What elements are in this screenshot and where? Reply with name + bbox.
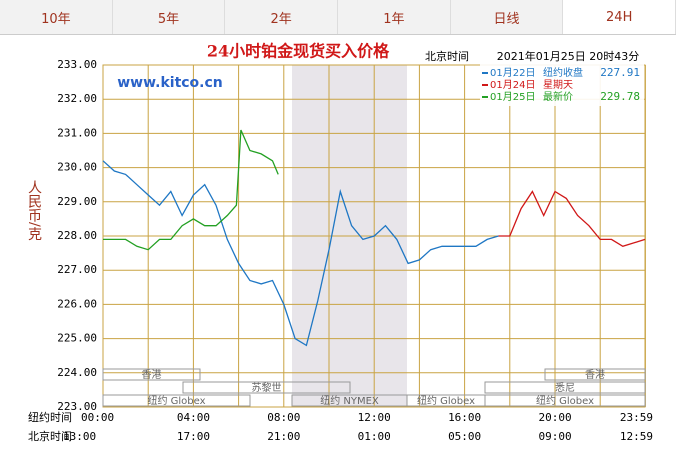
x2-tick-label: 09:00 <box>538 430 571 443</box>
series-line <box>498 190 646 248</box>
x2-tick-label: 21:00 <box>267 430 300 443</box>
session-label: 苏黎世 <box>252 381 282 394</box>
y-tick-label: 223.00 <box>57 400 97 413</box>
x2-tick-label: 12:59 <box>620 430 653 443</box>
legend-name: 01月25日 <box>490 91 535 103</box>
tab[interactable]: 24H <box>563 0 676 34</box>
tab-bar: 10年 5年 2年 1年 日线 24H <box>0 0 676 35</box>
session-bar <box>484 394 646 407</box>
watermark: www.kitco.cn <box>117 75 223 91</box>
session-bar <box>182 381 351 394</box>
legend-box <box>480 64 644 106</box>
x2-tick-label: 01:00 <box>358 430 391 443</box>
tab[interactable]: 5年 <box>112 0 226 34</box>
session-label: 纽约 Globex <box>536 394 594 407</box>
legend-name: 01月24日 <box>490 79 535 91</box>
legend-note: 纽约收盘 <box>543 66 583 79</box>
session-label: 悉尼 <box>555 382 575 394</box>
y-tick-label: 227.00 <box>57 263 97 276</box>
time-zone-label: 北京时间 <box>425 49 469 63</box>
session-bar <box>102 394 251 407</box>
legend-value: 227.91 <box>600 66 640 79</box>
x-tick-label: 12:00 <box>358 411 391 424</box>
y-tick-label: 230.00 <box>57 161 97 174</box>
session-label: 纽约 NYMEX <box>320 394 379 407</box>
x2-tick-label: 13:00 <box>63 430 96 443</box>
y-tick-label: 232.00 <box>57 92 97 105</box>
x-tick-label: 16:00 <box>448 411 481 424</box>
x-row-label: 北京时间 <box>28 429 72 443</box>
tab[interactable]: 2年 <box>225 0 339 34</box>
chart-title: 24小时铂金现货买入价格 <box>207 42 390 61</box>
session-bar <box>102 368 201 381</box>
timestamp: 2021年01月25日 20时43分 <box>497 49 639 63</box>
y-tick-label: 224.00 <box>57 366 97 379</box>
series-line <box>102 160 499 347</box>
session-label: 香港 <box>142 369 162 381</box>
series-line <box>103 129 279 251</box>
x-tick-label: 04:00 <box>177 411 210 424</box>
x2-tick-label: 05:00 <box>448 430 481 443</box>
tab[interactable]: 1年 <box>338 0 451 34</box>
y-tick-label: 229.00 <box>57 195 97 208</box>
session-label: 香港 <box>585 369 605 381</box>
session-label: 纽约 Globex <box>417 394 475 407</box>
y-tick-label: 226.00 <box>57 297 97 310</box>
legend-note: 最新价 <box>543 90 573 103</box>
legend-note: 星期天 <box>543 79 573 91</box>
y-tick-label: 233.00 <box>57 58 97 71</box>
x2-tick-label: 17:00 <box>177 430 210 443</box>
chart: 24小时铂金现货买入价格 北京时间 2021年01月25日 20时43分 223… <box>26 42 653 444</box>
tab[interactable]: 10年 <box>0 0 113 34</box>
session-label: 纽约 Globex <box>147 394 205 407</box>
y-axis-label: 人民币/克 <box>26 180 42 242</box>
x-row-label: 纽约时间 <box>28 410 72 424</box>
session-bar <box>544 368 646 381</box>
y-tick-label: 231.00 <box>57 126 97 139</box>
y-tick-label: 225.00 <box>57 332 97 345</box>
x-tick-label: 23:59 <box>620 411 653 424</box>
y-tick-label: 228.00 <box>57 229 97 242</box>
legend-name: 01月22日 <box>490 67 535 79</box>
session-bar <box>484 381 646 394</box>
x-tick-label: 00:00 <box>81 411 114 424</box>
tab[interactable]: 日线 <box>450 0 564 34</box>
x-tick-label: 08:00 <box>267 411 300 424</box>
legend-value: 229.78 <box>600 90 640 103</box>
x-tick-label: 20:00 <box>538 411 571 424</box>
